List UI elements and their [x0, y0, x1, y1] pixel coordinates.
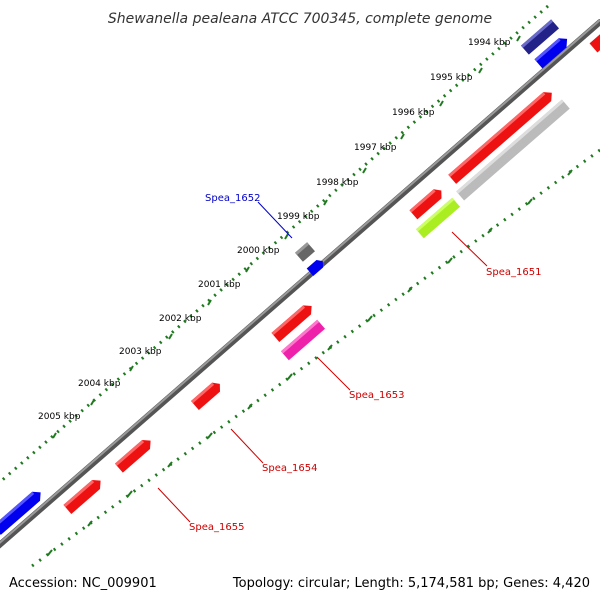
gene-labels: Spea_1652 Spea_1651 Spea_1653 Spea_1654 … — [189, 193, 541, 533]
gene-spea-1654 — [190, 382, 220, 411]
gene-label-spea-1653: Spea_1653 — [349, 390, 404, 401]
map-title: Shewanella pealeana ATCC 700345, complet… — [108, 11, 492, 27]
forward-strand-genes — [63, 92, 570, 514]
gene-navy — [520, 19, 560, 55]
gene-blue-bottom — [0, 491, 41, 535]
gene-grey-long — [456, 99, 570, 201]
gene-red-long — [448, 92, 552, 184]
gene-magenta — [280, 319, 326, 361]
genome-summary: Topology: circular; Length: 5,174,581 bp… — [232, 576, 590, 591]
gene-spea-1653 — [271, 305, 312, 342]
gene-spea-1655 — [63, 479, 101, 514]
label-leaders — [157, 201, 488, 523]
gene-spea-1651 — [409, 189, 442, 220]
accession-text: Accession: NC_009901 — [9, 576, 157, 591]
leader-spea-1653 — [316, 356, 351, 391]
gene-label-spea-1651: Spea_1651 — [486, 267, 541, 278]
gene-label-spea-1654: Spea_1654 — [262, 463, 317, 474]
gene-blue-small — [306, 259, 324, 277]
leader-spea-1652 — [257, 201, 293, 239]
kbp-label: 2005 kbp — [38, 412, 81, 422]
gene-red-edge — [589, 34, 600, 53]
gene-red-pair-1 — [114, 439, 151, 473]
kbp-labels: 1994 kbp 1995 kbp 1996 kbp 1997 kbp 1998… — [38, 38, 511, 422]
kbp-label: 2000 kbp — [237, 246, 280, 256]
gene-blue-top — [534, 38, 568, 69]
leader-spea-1655 — [157, 487, 191, 523]
gene-spea-1652 — [295, 242, 315, 262]
leader-spea-1651 — [451, 231, 488, 267]
kbp-label: 1995 kbp — [430, 73, 473, 83]
gene-label-spea-1655: Spea_1655 — [189, 522, 244, 533]
inner-ruler-ticks — [47, 169, 573, 556]
outer-ruler-ticks — [52, 35, 521, 439]
inner-ruler — [31, 148, 600, 568]
kbp-label: 1998 kbp — [316, 178, 359, 188]
reverse-strand-genes — [0, 19, 600, 535]
kbp-label: 2001 kbp — [198, 280, 241, 290]
gene-lime — [415, 197, 461, 239]
kbp-label: 1994 kbp — [468, 38, 511, 48]
kbp-label: 1997 kbp — [354, 143, 397, 153]
kbp-label: 1999 kbp — [277, 212, 320, 222]
kbp-label: 1996 kbp — [392, 108, 435, 118]
kbp-label: 2002 kbp — [159, 314, 202, 324]
kbp-label: 2004 kbp — [78, 379, 121, 389]
leader-spea-1654 — [230, 428, 264, 464]
genome-backbone — [0, 19, 600, 549]
kbp-label: 2003 kbp — [119, 347, 162, 357]
gene-label-spea-1652: Spea_1652 — [205, 193, 260, 204]
outer-ruler — [0, 4, 549, 484]
genome-backbone-highlight — [0, 19, 600, 544]
